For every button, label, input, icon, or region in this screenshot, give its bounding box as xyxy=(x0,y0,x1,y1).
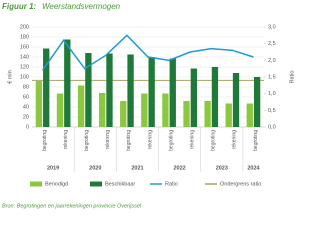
legend-label: Beschikbaar xyxy=(105,181,135,187)
title-prefix: Figuur 1: xyxy=(2,2,37,11)
bar xyxy=(106,53,113,127)
year-label: 2024 xyxy=(247,165,260,171)
bar xyxy=(127,54,134,127)
y-tick-label: 20 xyxy=(23,114,29,120)
x-tick-label: begroting xyxy=(211,130,217,151)
legend-label: Benodigd xyxy=(45,181,68,187)
x-tick-label: begroting xyxy=(253,130,259,151)
y2-tick-label: 2,0 xyxy=(268,58,276,64)
y-tick-label: 180 xyxy=(20,34,29,40)
y2-tick-label: 1,5 xyxy=(268,74,276,80)
legend-label: Ondergrens ratio xyxy=(220,181,261,187)
y-tick-label: 200 xyxy=(20,24,29,30)
year-label: 2022 xyxy=(174,165,186,171)
x-tick-label: begroting xyxy=(168,130,174,151)
bar xyxy=(246,103,253,127)
x-tick-label: begroting xyxy=(126,130,132,151)
y2-tick-label: 2,5 xyxy=(268,41,276,47)
y-tick-label: 100 xyxy=(20,74,29,80)
bar xyxy=(120,101,127,127)
x-tick-label: rekening xyxy=(232,130,238,149)
year-label: 2019 xyxy=(47,165,59,171)
y-tick-label: 40 xyxy=(23,104,29,110)
y-tick-label: 60 xyxy=(23,94,29,100)
bar xyxy=(77,85,85,127)
bar xyxy=(183,101,190,127)
chart-title: Weerstandsvermogen xyxy=(42,2,121,11)
bar xyxy=(85,53,92,127)
legend-swatch xyxy=(90,181,102,187)
bar xyxy=(253,77,261,127)
x-tick-label: begroting xyxy=(84,130,90,151)
legend-swatch xyxy=(30,181,42,187)
bar xyxy=(35,81,43,127)
x-tick-label: rekening xyxy=(105,130,111,149)
x-tick-label: rekening xyxy=(147,130,153,149)
y2-tick-label: 0,0 xyxy=(268,124,276,130)
y-tick-label: 80 xyxy=(23,84,29,90)
x-tick-label: begroting xyxy=(42,130,48,151)
bar xyxy=(211,67,219,127)
y-axis-label: € mln xyxy=(7,70,13,83)
source: Bron: Begrotingen en jaarrekeningen prov… xyxy=(2,203,142,209)
y2-tick-label: 0,5 xyxy=(268,108,276,114)
y-tick-label: 0 xyxy=(26,124,29,130)
year-label: 2021 xyxy=(131,165,143,171)
bar xyxy=(169,58,176,127)
bar xyxy=(162,93,169,127)
bar xyxy=(141,93,148,127)
y2-tick-label: 1,0 xyxy=(268,91,276,97)
y-tick-label: 120 xyxy=(20,64,29,70)
bar xyxy=(225,103,232,127)
bar xyxy=(190,68,198,127)
year-label: 2020 xyxy=(89,165,101,171)
y2-tick-label: 3,0 xyxy=(268,24,276,30)
legend-label: Ratio xyxy=(165,181,178,187)
bar xyxy=(98,93,106,127)
ratio-line xyxy=(41,34,254,71)
x-tick-label: rekening xyxy=(63,130,69,149)
year-label: 2023 xyxy=(216,165,228,171)
bar xyxy=(43,48,50,127)
chart: Figuur 1: Weerstandsvermogen € mln Ratio… xyxy=(2,2,295,209)
y-tick-label: 140 xyxy=(20,54,29,60)
bar xyxy=(148,57,155,127)
y-tick-label: 160 xyxy=(20,44,29,50)
bar xyxy=(56,93,64,127)
x-tick-label: rekening xyxy=(190,130,196,149)
bar xyxy=(64,39,71,127)
bar xyxy=(232,73,240,127)
y2-axis-label: Ratio xyxy=(289,71,295,84)
bar xyxy=(204,101,211,127)
